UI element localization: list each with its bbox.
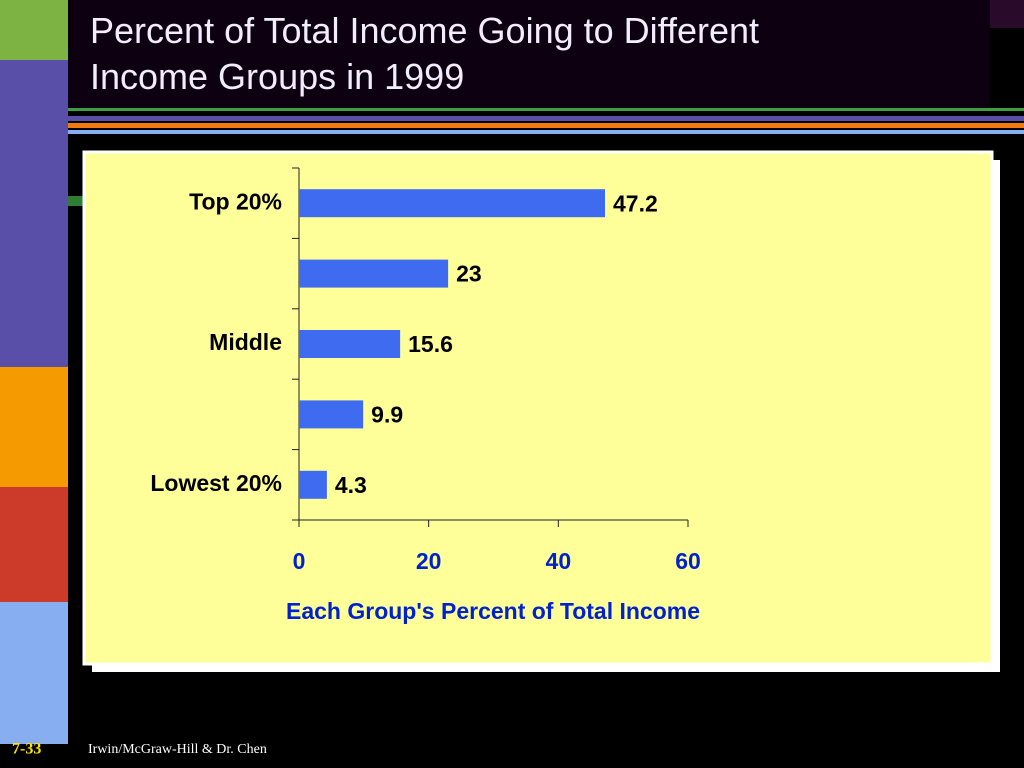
x-tick-label: 40 xyxy=(546,548,572,574)
x-axis-title: Each Group's Percent of Total Income xyxy=(286,598,700,624)
side-block xyxy=(0,60,68,367)
plot: 0 20 40 60 Top 20% 47.2 23 Middle 15.6 9.9 Lowest … xyxy=(150,167,701,574)
side-block xyxy=(0,602,68,744)
bar xyxy=(299,330,401,358)
header-band xyxy=(68,0,990,110)
stripe xyxy=(68,130,1024,134)
y-tick-label: Lowest 20% xyxy=(150,470,282,496)
bar xyxy=(299,189,606,218)
stripe xyxy=(68,116,1024,121)
y-tick-label: Top 20% xyxy=(189,188,282,214)
stripe xyxy=(68,108,1024,111)
side-block xyxy=(0,0,68,60)
x-tick-label: 60 xyxy=(675,548,701,574)
value-label: 15.6 xyxy=(408,331,453,357)
value-label: 47.2 xyxy=(613,190,658,216)
side-block xyxy=(0,367,68,487)
value-label: 4.3 xyxy=(335,472,367,498)
chart-panel xyxy=(82,150,994,666)
footer-credit: Irwin/McGraw-Hill & Dr. Chen xyxy=(88,742,267,757)
value-label: 9.9 xyxy=(371,401,403,427)
x-tick-label: 0 xyxy=(293,548,306,574)
bar xyxy=(299,470,327,499)
chart-title: Percent of Total Income Going to Differe… xyxy=(90,10,760,97)
bar xyxy=(299,259,449,288)
x-tick-label: 20 xyxy=(416,548,442,574)
accent xyxy=(68,196,84,206)
y-tick-label: Middle xyxy=(209,329,282,355)
corner-block xyxy=(990,0,1024,28)
value-label: 23 xyxy=(456,261,482,287)
slide-number: 7-33 xyxy=(12,741,41,758)
stripe xyxy=(68,123,1024,128)
bar xyxy=(299,400,364,429)
side-block xyxy=(0,487,68,602)
